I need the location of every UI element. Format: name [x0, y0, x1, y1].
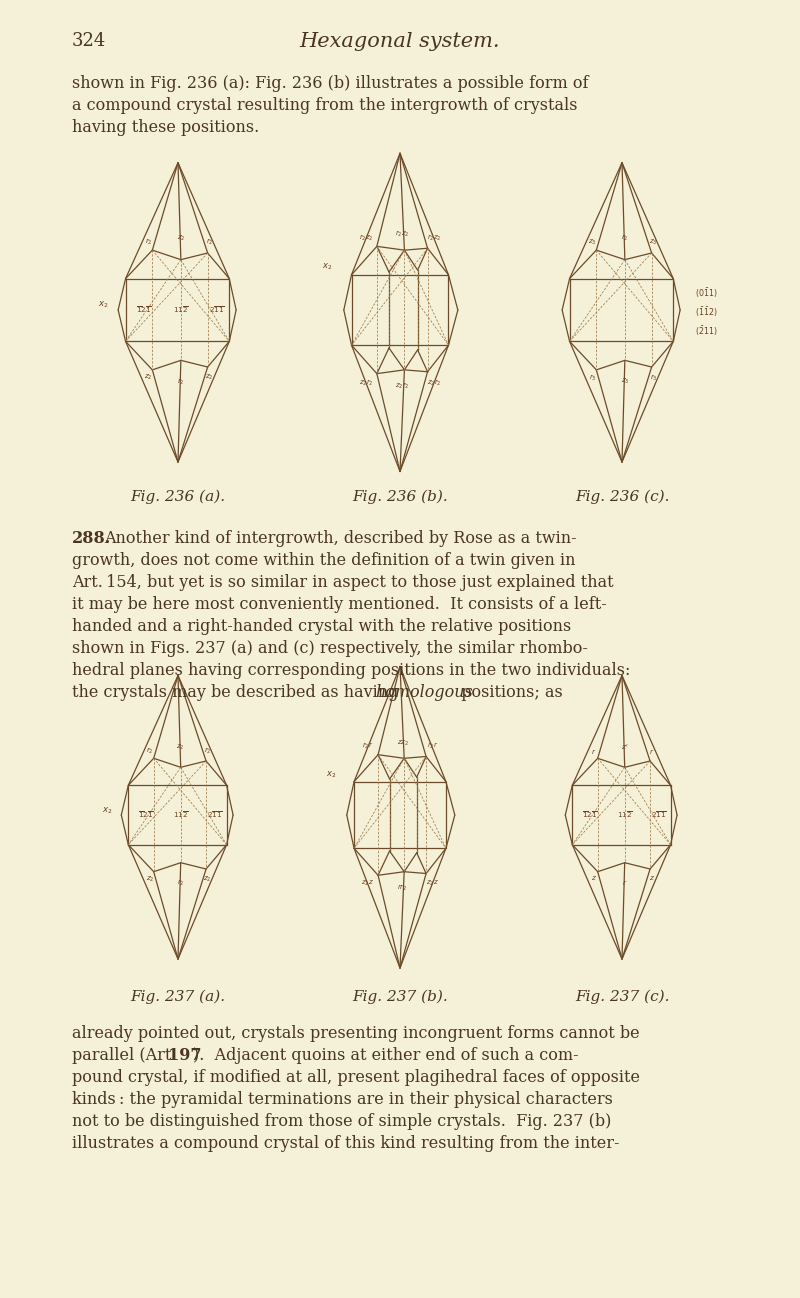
Text: $z_2$: $z_2$	[177, 235, 185, 244]
Text: $11\overline{2}$: $11\overline{2}$	[617, 810, 633, 820]
Text: $11\overline{2}$: $11\overline{2}$	[173, 305, 189, 315]
Text: $z$: $z$	[591, 875, 597, 883]
Text: illustrates a compound crystal of this kind resulting from the inter-: illustrates a compound crystal of this k…	[72, 1134, 619, 1153]
Text: $(0\bar{1}1)$: $(0\bar{1}1)$	[695, 286, 718, 300]
Text: $r r_2$: $r r_2$	[398, 883, 408, 893]
Text: shown in Figs. 237 (​a​) and (​c​) respectively, the similar rhombo-: shown in Figs. 237 (​a​) and (​c​) respe…	[72, 640, 588, 657]
Text: $z_2$: $z_2$	[203, 875, 212, 884]
Text: $r$: $r$	[622, 877, 627, 887]
Text: $(\bar{1}\bar{1}2)$: $(\bar{1}\bar{1}2)$	[695, 305, 718, 319]
Text: $z_2 r_2$: $z_2 r_2$	[395, 382, 410, 392]
Text: $x_2$: $x_2$	[98, 300, 109, 310]
Text: $x_2$: $x_2$	[102, 805, 112, 815]
Text: $r_2$: $r_2$	[177, 877, 185, 888]
Text: $11\overline{2}$: $11\overline{2}$	[173, 810, 189, 820]
Text: $2\overline{1}\overline{1}$: $2\overline{1}\overline{1}$	[209, 305, 225, 315]
Text: 288.: 288.	[72, 530, 111, 546]
Text: $r_3$: $r_3$	[650, 373, 657, 383]
Text: 324: 324	[72, 32, 106, 51]
Text: $r_3$: $r_3$	[589, 373, 596, 383]
Text: $z_2 z$: $z_2 z$	[362, 879, 374, 888]
Text: $r_2$: $r_2$	[621, 234, 629, 244]
Text: having these positions.: having these positions.	[72, 119, 259, 136]
Text: Art. 154, but yet is so similar in aspect to those just explained that: Art. 154, but yet is so similar in aspec…	[72, 574, 614, 591]
Text: $z$: $z$	[649, 875, 654, 883]
Text: $r_2$: $r_2$	[146, 745, 154, 755]
Text: the crystals may be described as having: the crystals may be described as having	[72, 684, 403, 701]
Text: $z_2 r_2$: $z_2 r_2$	[358, 378, 373, 388]
Text: $z_2$: $z_2$	[146, 875, 154, 884]
Text: $r$: $r$	[591, 746, 597, 755]
Text: parallel (Art.: parallel (Art.	[72, 1047, 180, 1064]
Text: $r_2 z_2$: $r_2 z_2$	[427, 232, 442, 243]
Text: $z^\prime$: $z^\prime$	[621, 742, 629, 752]
Text: Fig. 237 (​b​).: Fig. 237 (​b​).	[352, 990, 448, 1005]
Text: $r$: $r$	[649, 746, 654, 755]
Text: $z_3$: $z_3$	[588, 238, 597, 248]
Text: $r_2$: $r_2$	[177, 376, 185, 387]
Text: $z_2$: $z_2$	[144, 373, 153, 382]
Text: $z_3$: $z_3$	[649, 238, 658, 248]
Text: ).  Adjacent quoins at either end of such a com-: ). Adjacent quoins at either end of such…	[193, 1047, 578, 1064]
Text: Fig. 237 (​a​).: Fig. 237 (​a​).	[130, 990, 226, 1005]
Text: $\overline{1}2\overline{1}$: $\overline{1}2\overline{1}$	[138, 810, 154, 820]
Text: $z_3$: $z_3$	[621, 376, 629, 386]
Text: $r_2$: $r_2$	[206, 238, 213, 248]
Text: $z_2 z$: $z_2 z$	[426, 879, 438, 888]
Text: a compound crystal resulting from the intergrowth of crystals: a compound crystal resulting from the in…	[72, 97, 578, 114]
Text: shown in Fig. 236 ​(​a​): Fig. 236 (​b​) illustrates a possible form of: shown in Fig. 236 ​(​a​): Fig. 236 (​b​)…	[72, 75, 589, 92]
Text: Fig. 236 (​a​).: Fig. 236 (​a​).	[130, 491, 226, 505]
Text: $z_2 r_2$: $z_2 r_2$	[427, 378, 442, 388]
Text: $r_2 z_2$: $r_2 z_2$	[395, 228, 410, 239]
Text: Hexagonal system.: Hexagonal system.	[300, 32, 500, 51]
Text: $r_2$: $r_2$	[145, 238, 152, 248]
Text: $r_2 z_2$: $r_2 z_2$	[358, 232, 373, 243]
Text: $r_2 r$: $r_2 r$	[426, 741, 438, 752]
Text: $r_2 r$: $r_2 r$	[362, 741, 374, 752]
Text: Fig. 236 (​b​).: Fig. 236 (​b​).	[352, 491, 448, 505]
Text: not to be distinguished from those of simple crystals.  Fig. 237 (​b​): not to be distinguished from those of si…	[72, 1112, 611, 1131]
Text: $z_2$: $z_2$	[205, 373, 214, 382]
Text: pound crystal, if modified at all, present plagihedral faces of opposite: pound crystal, if modified at all, prese…	[72, 1070, 640, 1086]
Text: $\overline{1}2\overline{1}$: $\overline{1}2\overline{1}$	[582, 810, 598, 820]
Text: hedral planes having corresponding positions in the two individuals:: hedral planes having corresponding posit…	[72, 662, 630, 679]
Text: Another kind of intergrowth, described by Rose as a twin-: Another kind of intergrowth, described b…	[104, 530, 577, 546]
Text: $r_2$: $r_2$	[204, 745, 211, 755]
Text: handed and a right-handed crystal with the relative positions: handed and a right-handed crystal with t…	[72, 618, 571, 635]
Text: homologous: homologous	[375, 684, 473, 701]
Text: $(\bar{2}11)$: $(\bar{2}11)$	[695, 324, 718, 337]
Text: 197: 197	[168, 1047, 202, 1064]
Text: it may be here most conveniently mentioned.  It consists of a left-: it may be here most conveniently mention…	[72, 596, 606, 613]
Text: already pointed out, crystals presenting incongruent forms cannot be: already pointed out, crystals presenting…	[72, 1025, 640, 1042]
Text: $z_2$: $z_2$	[177, 742, 185, 752]
Text: Fig. 237 (​c​).: Fig. 237 (​c​).	[574, 990, 670, 1005]
Text: $x_2$: $x_2$	[326, 770, 336, 780]
Text: positions; as: positions; as	[458, 684, 562, 701]
Text: $\overline{1}2\overline{1}$: $\overline{1}2\overline{1}$	[136, 305, 152, 315]
Text: $z z_2$: $z z_2$	[397, 739, 409, 748]
Text: kinds : the pyramidal terminations are in their physical characters: kinds : the pyramidal terminations are i…	[72, 1092, 613, 1108]
Text: growth, does not come within the definition of a twin given in: growth, does not come within the definit…	[72, 552, 575, 569]
Text: Fig. 236 (​c​).: Fig. 236 (​c​).	[574, 491, 670, 505]
Text: $x_2$: $x_2$	[322, 262, 333, 273]
Text: $2\overline{1}\overline{1}$: $2\overline{1}\overline{1}$	[651, 810, 666, 820]
Text: $2\overline{1}\overline{1}$: $2\overline{1}\overline{1}$	[207, 810, 222, 820]
